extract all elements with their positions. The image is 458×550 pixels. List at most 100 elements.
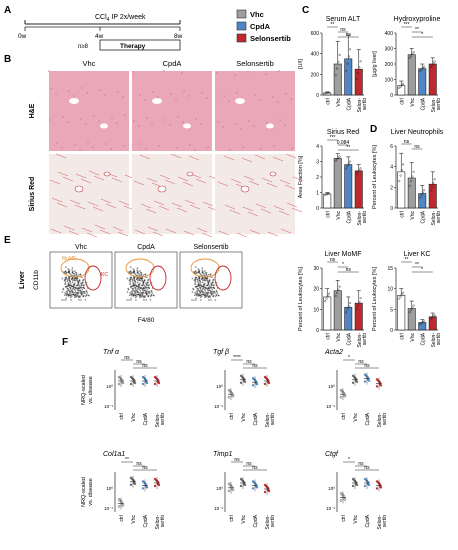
qpcr-data-point — [141, 487, 145, 490]
histology-fiber — [218, 230, 230, 236]
qpcr-category-label: CpdA — [365, 412, 371, 425]
flow-event — [211, 293, 213, 296]
flow-event — [71, 293, 73, 296]
flow-event — [76, 287, 79, 290]
flow-event — [63, 294, 66, 297]
flow-event — [75, 273, 77, 276]
data-point — [400, 168, 403, 171]
data-point — [412, 51, 415, 54]
flow-event — [148, 290, 151, 293]
flow-event — [136, 278, 138, 280]
flow-event — [80, 286, 82, 289]
histology-fiber — [279, 179, 291, 185]
histology-texture — [216, 72, 218, 74]
flow-event — [130, 276, 133, 279]
flow-event — [213, 290, 216, 293]
flow-event — [130, 278, 132, 280]
significance-label: ns — [364, 465, 370, 471]
flow-event — [139, 290, 142, 292]
histology-fiber — [80, 178, 92, 184]
flow-event — [210, 299, 212, 301]
bar-chart-ylabel: [U/l] — [298, 59, 304, 69]
significance-label: ns — [404, 139, 410, 145]
significance-label: ns — [346, 32, 352, 38]
flow-event — [67, 295, 69, 297]
bar-chart-category-label: CpdA — [346, 97, 352, 110]
histology-texture — [259, 99, 261, 101]
histology-fiber — [285, 153, 297, 159]
histology-fiber — [165, 228, 177, 234]
bar — [323, 193, 332, 209]
histology-fiber — [241, 157, 253, 163]
flow-event — [70, 273, 72, 276]
qpcr-data-point — [351, 484, 355, 488]
flow-event — [195, 299, 197, 301]
data-point — [429, 317, 432, 320]
flow-event — [85, 290, 88, 293]
qpcr-category-label: ctrl — [119, 515, 125, 522]
bar-chart-category-label: sertib — [362, 98, 368, 110]
histology-image — [49, 154, 129, 234]
flow-event — [140, 296, 142, 298]
flow-event — [195, 293, 197, 295]
flow-event — [83, 290, 86, 293]
histology-texture — [201, 92, 203, 94]
flow-event — [136, 290, 139, 293]
bar — [428, 63, 437, 96]
data-point — [355, 308, 358, 311]
flow-event — [130, 290, 133, 293]
flow-event — [211, 276, 213, 279]
flow-event — [76, 277, 79, 279]
histology-fiber — [68, 230, 80, 236]
data-point — [358, 300, 361, 303]
flow-event — [129, 283, 132, 285]
flow-event — [70, 284, 72, 286]
significance-label: ** — [125, 457, 129, 463]
significance-label: *** — [404, 22, 410, 28]
histology-texture — [266, 122, 268, 124]
bar-chart-ytick-label: 0 — [316, 328, 319, 334]
flow-event — [140, 292, 142, 295]
flow-event — [65, 293, 67, 295]
flow-event — [191, 291, 194, 293]
legend-label: Vhc — [250, 10, 264, 19]
flow-event — [77, 283, 80, 285]
bar-chart-category-label: CpdA — [346, 210, 352, 223]
histology-fiber — [266, 182, 278, 188]
flow-event — [142, 281, 145, 284]
qpcr-data-point — [251, 487, 255, 490]
qpcr-ytick-label: 10⁰ — [106, 384, 113, 389]
significance-label: *** — [330, 135, 336, 141]
qpcr-data-point — [375, 487, 379, 490]
qpcr-category-label: sertib — [382, 413, 388, 425]
flow-event — [207, 281, 210, 284]
histology-fiber — [284, 184, 296, 190]
bar-chart-ytick-label: 15 — [387, 266, 393, 272]
flow-event — [70, 299, 72, 301]
histology-texture — [61, 147, 63, 149]
histology-texture — [181, 72, 183, 74]
flow-event — [65, 294, 68, 297]
histology-texture — [152, 91, 154, 93]
histology-fiber — [88, 170, 100, 176]
histology-texture — [132, 71, 134, 73]
qpcr-data-point — [263, 382, 267, 386]
bar-chart-ytick-label: 200 — [385, 62, 394, 68]
qpcr-data-point — [227, 489, 231, 492]
flow-event — [128, 279, 131, 281]
bar-chart-category-label: CpdA — [346, 332, 352, 345]
flow-event — [74, 290, 77, 292]
flow-ylabel: CD11b — [33, 270, 40, 290]
flow-event — [143, 299, 145, 301]
significance-label: ns — [330, 257, 336, 263]
flow-event — [73, 283, 76, 286]
qpcr-data-point — [121, 381, 125, 385]
bar-chart-ytick-label: 5 — [390, 307, 393, 313]
qpcr-data-point — [267, 489, 271, 493]
histology-vessel — [69, 98, 79, 104]
data-point — [324, 92, 327, 95]
flow-event — [130, 285, 132, 288]
significance-label: ns — [142, 363, 148, 369]
flow-event — [139, 294, 142, 296]
